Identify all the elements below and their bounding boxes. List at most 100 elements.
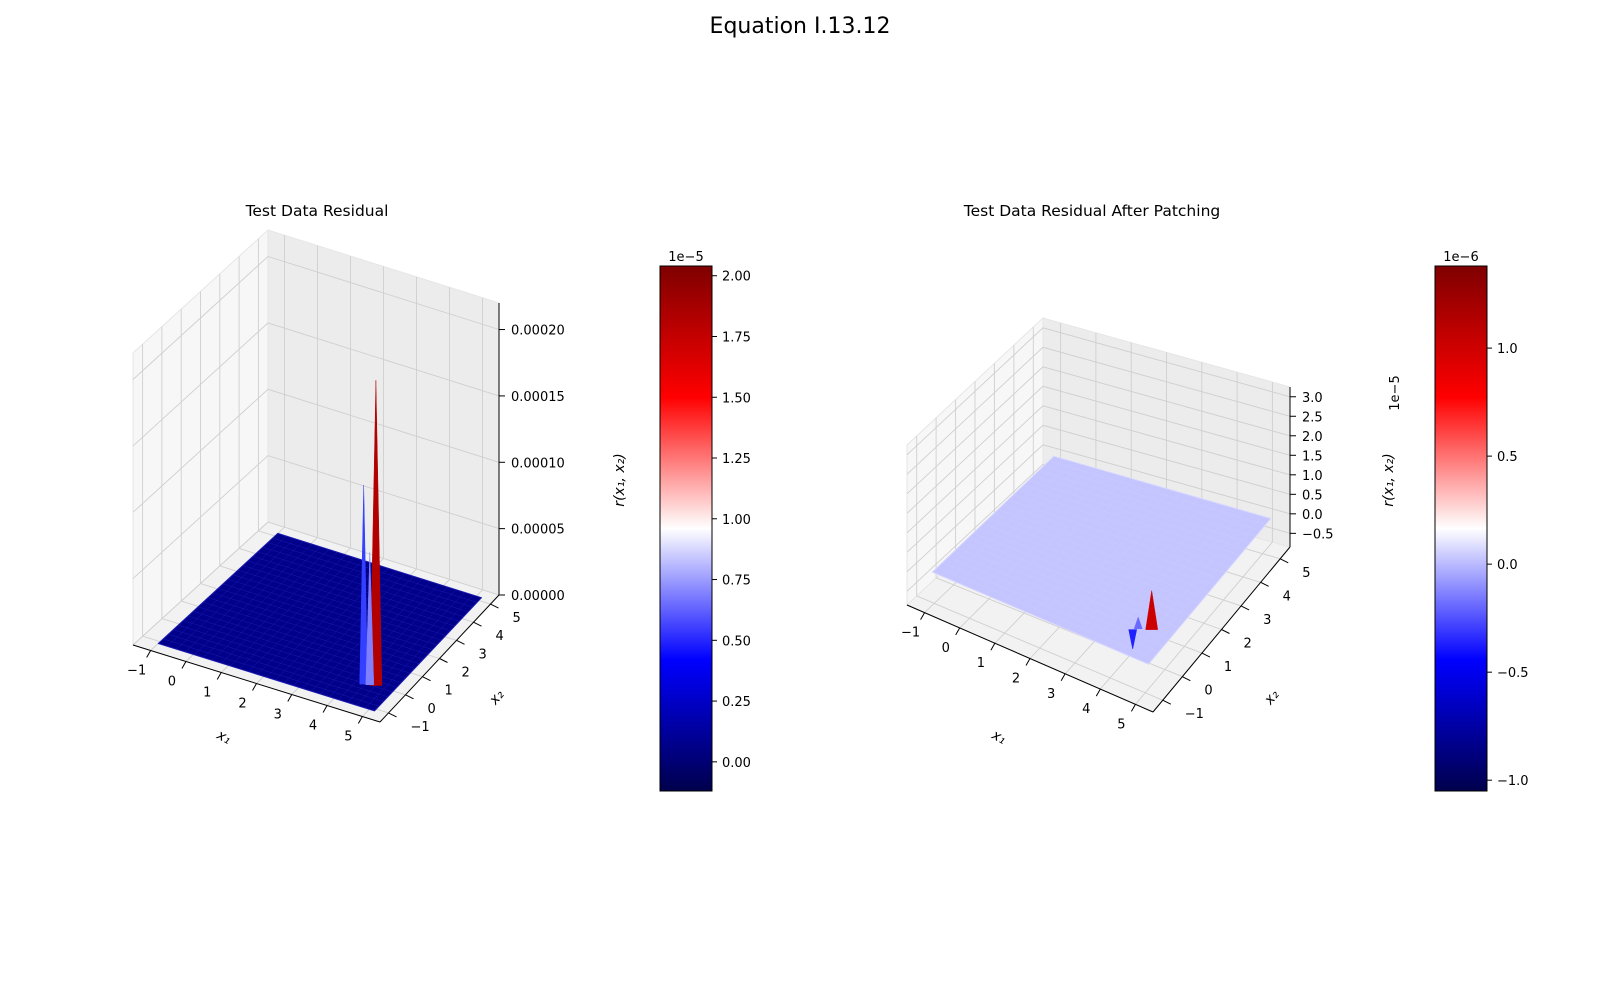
z-tick-label: 0.00020	[511, 324, 565, 339]
patched-residual-panel: −1012345−1012345−0.50.00.51.01.52.02.53.…	[901, 202, 1529, 792]
y-tick	[388, 712, 397, 718]
y-tick-label: 4	[1283, 589, 1291, 604]
x-tick	[1060, 673, 1066, 682]
y-tick-label: 0	[1204, 684, 1212, 699]
surface-mesh	[937, 458, 1266, 661]
x-tick-label: 3	[1047, 687, 1055, 702]
z-tick-label: 0.0	[1302, 508, 1323, 523]
y-tick	[439, 658, 448, 663]
y-tick-label: −1	[1185, 707, 1204, 722]
z-tick-label: 0.00010	[511, 456, 565, 471]
z-tick-label: 0.00015	[511, 390, 565, 405]
colorbar-tick-label: 1.00	[722, 513, 751, 528]
colorbar-tick-label: 0.25	[722, 695, 751, 710]
y-tick	[422, 676, 431, 682]
x-tick-label: 2	[238, 697, 246, 712]
colorbar-tick-label: −1.0	[1497, 774, 1529, 789]
x-tick	[1095, 688, 1101, 697]
subplot-title: Test Data Residual	[245, 202, 389, 220]
z-tick-label: 2.0	[1302, 430, 1323, 445]
x-tick	[146, 650, 152, 658]
spike-mark	[1145, 590, 1158, 630]
colorbar-tick-label: 0.50	[722, 634, 751, 649]
spike-mark	[365, 552, 375, 686]
y-tick	[1260, 581, 1269, 587]
y-axis-label: x₂	[1261, 687, 1283, 709]
x-tick-label: 5	[1117, 717, 1125, 732]
spike-mark	[369, 380, 383, 686]
x-tick-label: 0	[942, 641, 950, 656]
y-tick	[1182, 676, 1191, 682]
z-tick-label: 2.5	[1302, 410, 1323, 425]
z-tick-label: 0.00000	[511, 589, 565, 604]
colorbar-tick-label: 1.0	[1497, 342, 1518, 357]
subplot-title: Test Data Residual After Patching	[963, 202, 1220, 220]
z-tick-label: −0.5	[1302, 527, 1334, 542]
spike-mark	[359, 484, 368, 685]
x-tick-label: 0	[168, 675, 176, 690]
colorbar-tick-label: 1.50	[722, 391, 751, 406]
y-axis-label: x₂	[486, 687, 508, 709]
colorbar-tick-label: 0.0	[1497, 558, 1518, 573]
y-tick-label: 3	[479, 647, 487, 662]
x-tick	[287, 694, 293, 702]
figure-title: Equation I.13.12	[709, 14, 891, 39]
colorbar	[1434, 265, 1488, 792]
z-offset-text: 1e−5	[1388, 375, 1403, 410]
spike-mark	[1128, 629, 1138, 650]
z-tick-label: 0.5	[1302, 488, 1323, 503]
x-tick	[1130, 704, 1136, 712]
x-tick-label: 1	[203, 686, 211, 701]
y-tick-label: 4	[496, 629, 504, 644]
y-tick	[1201, 652, 1211, 658]
colorbar	[659, 265, 713, 792]
x-tick	[955, 627, 961, 636]
colorbar-offset-text: 1e−5	[668, 250, 703, 265]
y-tick-label: 2	[462, 666, 470, 681]
y-tick	[1279, 558, 1289, 564]
y-tick	[1221, 629, 1230, 634]
y-tick	[473, 621, 482, 627]
x-tick-label: 3	[274, 708, 282, 723]
colorbar-tick-label: 0.75	[722, 574, 751, 589]
x-tick	[1025, 658, 1031, 666]
z-axis-label: r(x₁, x₂)	[612, 453, 628, 506]
x-tick-label: 2	[1012, 672, 1020, 687]
y-tick	[405, 694, 414, 700]
y-tick-label: 5	[1302, 566, 1310, 581]
colorbar-tick-label: 1.25	[722, 452, 751, 467]
x-tick	[322, 705, 328, 713]
x-axis-label: x₁	[213, 727, 234, 748]
y-tick	[490, 603, 499, 609]
x-tick-label: 5	[344, 730, 352, 745]
z-tick-label: 1.0	[1302, 469, 1323, 484]
x-tick	[216, 672, 222, 680]
x-tick	[357, 716, 363, 724]
z-tick-label: 1.5	[1302, 449, 1323, 464]
colorbar-offset-text: 1e−6	[1443, 250, 1478, 265]
z-tick-label: 0.00005	[511, 523, 565, 538]
y-tick	[1240, 605, 1250, 611]
x-tick	[990, 642, 996, 651]
y-tick-label: 3	[1263, 613, 1271, 628]
x-tick-label: −1	[901, 626, 920, 641]
y-tick	[1162, 699, 1172, 705]
x-tick	[181, 661, 187, 669]
colorbar-tick-label: −0.5	[1497, 666, 1529, 681]
x-axis-label: x₁	[988, 727, 1009, 748]
y-tick-label: −1	[411, 720, 430, 735]
z-tick-label: 3.0	[1302, 391, 1323, 406]
x-tick	[920, 612, 926, 620]
colorbar-tick-label: 0.00	[722, 756, 751, 771]
y-tick-label: 0	[428, 702, 436, 717]
colorbar-tick-label: 0.5	[1497, 450, 1518, 465]
x-tick-label: −1	[127, 664, 146, 679]
y-tick-label: 5	[513, 611, 521, 626]
y-tick-label: 1	[1224, 660, 1232, 675]
x-tick-label: 4	[309, 719, 317, 734]
colorbar-tick-label: 2.00	[722, 270, 751, 285]
spike-mark	[1133, 616, 1143, 630]
x-tick-label: 4	[1082, 702, 1090, 717]
x-tick	[252, 683, 257, 691]
